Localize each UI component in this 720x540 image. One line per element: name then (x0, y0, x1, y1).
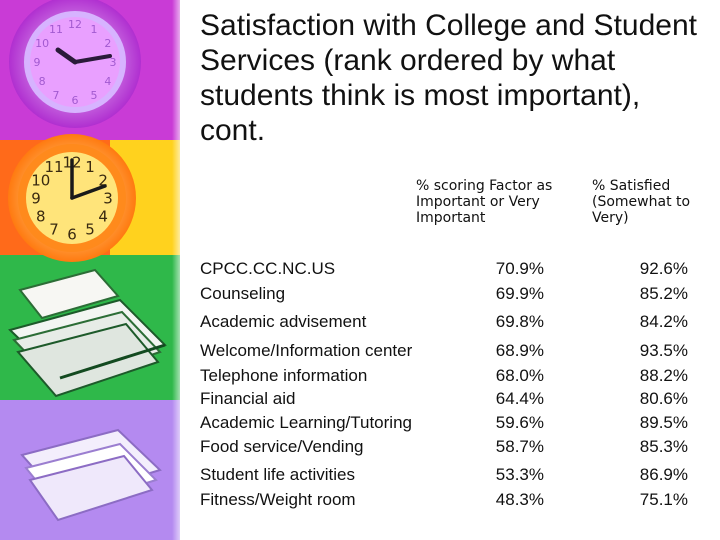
table-row: Food service/Vending 58.7% 85.3% (200, 436, 700, 458)
percent-important: 58.7% (495, 437, 544, 456)
percent-important: 69.9% (495, 284, 544, 303)
clock-numeral: 11 (49, 23, 63, 36)
clock-numeral: 10 (31, 171, 50, 189)
clock-numeral: 1 (91, 23, 98, 36)
percent-satisfied: 88.2% (639, 366, 688, 385)
service-name: Welcome/Information center (200, 341, 413, 360)
percent-satisfied: 84.2% (639, 312, 688, 331)
percent-important: 69.8% (495, 312, 544, 331)
percent-satisfied: 92.6% (639, 259, 688, 278)
percent-satisfied: 86.9% (639, 465, 688, 484)
percent-important: 68.9% (495, 341, 544, 360)
percent-important: 59.6% (495, 413, 544, 432)
service-name: CPCC.CC.NC.US (200, 259, 336, 278)
percent-important: 53.3% (495, 465, 544, 484)
table-row: Student life activities 53.3% 86.9% (200, 464, 700, 486)
slide-title: Satisfaction with College and Student Se… (200, 9, 697, 147)
clock-numeral: 10 (35, 37, 49, 50)
column-header-important: % scoring Factor as Important or Very Im… (416, 178, 553, 226)
clock-numeral: 1 (85, 158, 95, 176)
service-name: Student life activities (200, 465, 355, 484)
service-name: Financial aid (200, 389, 296, 408)
percent-satisfied: 80.6% (639, 389, 688, 408)
service-name: Academic Learning/Tutoring (200, 413, 412, 432)
table-row: Telephone information 68.0% 88.2% (200, 365, 700, 387)
clock-numeral: 12 (68, 18, 82, 31)
percent-important: 68.0% (495, 366, 544, 385)
clock-numeral: 2 (104, 37, 111, 50)
clock-numeral: 5 (85, 220, 95, 238)
table-row: Welcome/Information center 68.9% 93.5% (200, 340, 700, 362)
percent-important: 70.9% (495, 259, 544, 278)
table-row: Fitness/Weight room 48.3% 75.1% (200, 489, 700, 511)
clock-numeral: 4 (98, 207, 108, 225)
clock-numeral: 5 (91, 89, 98, 102)
stacked-papers-icon (20, 428, 162, 522)
service-name: Telephone information (200, 366, 368, 385)
percent-important: 64.4% (495, 389, 544, 408)
clock-numeral: 6 (72, 94, 79, 107)
clock-numeral: 6 (67, 225, 77, 243)
percent-satisfied: 85.2% (639, 284, 688, 303)
clock-numeral: 8 (39, 75, 46, 88)
clock-numeral: 11 (44, 158, 63, 176)
service-name: Food service/Vending (200, 437, 364, 456)
service-name: Academic advisement (200, 312, 367, 331)
percent-satisfied: 89.5% (639, 413, 688, 432)
clock-numeral: 7 (49, 220, 59, 238)
image-fade-edge (172, 0, 186, 540)
clock-numeral: 9 (34, 56, 41, 69)
percent-satisfied: 75.1% (639, 490, 688, 509)
table-row: Counseling 69.9% 85.2% (200, 283, 700, 305)
table-row: Financial aid 64.4% 80.6% (200, 388, 700, 410)
clock-numeral: 4 (104, 75, 111, 88)
percent-satisfied: 85.3% (639, 437, 688, 456)
clock-numeral: 2 (98, 171, 108, 189)
percent-important: 48.3% (495, 490, 544, 509)
table-row: CPCC.CC.NC.US 70.9% 92.6% (200, 258, 700, 280)
percent-satisfied: 93.5% (639, 341, 688, 360)
clock-numeral: 9 (31, 189, 41, 207)
clock-numeral: 3 (110, 56, 117, 69)
service-name: Counseling (200, 284, 286, 303)
column-header-satisfied: % Satisfied (Somewhat to Very) (592, 178, 691, 226)
clock-numeral: 7 (53, 89, 60, 102)
clock-numeral: 8 (36, 207, 46, 225)
table-row: Academic advisement 69.8% 84.2% (200, 311, 700, 333)
stacked-books-icon (8, 268, 167, 398)
table-row: Academic Learning/Tutoring 59.6% 89.5% (200, 412, 700, 434)
clock-numeral: 3 (103, 189, 113, 207)
service-name: Fitness/Weight room (200, 490, 356, 509)
